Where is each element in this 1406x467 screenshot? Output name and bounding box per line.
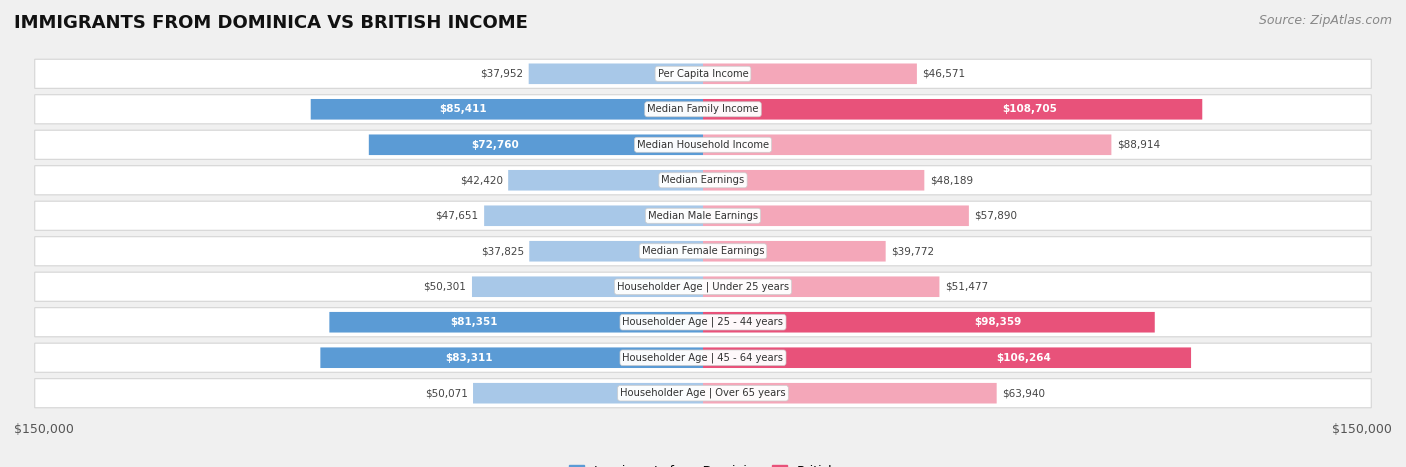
- FancyBboxPatch shape: [703, 134, 1111, 155]
- FancyBboxPatch shape: [703, 241, 886, 262]
- Text: Householder Age | 45 - 64 years: Householder Age | 45 - 64 years: [623, 353, 783, 363]
- FancyBboxPatch shape: [472, 276, 703, 297]
- Text: $50,071: $50,071: [425, 388, 468, 398]
- Text: Per Capita Income: Per Capita Income: [658, 69, 748, 79]
- FancyBboxPatch shape: [703, 205, 969, 226]
- Text: $88,914: $88,914: [1116, 140, 1160, 150]
- Text: $51,477: $51,477: [945, 282, 988, 292]
- Text: IMMIGRANTS FROM DOMINICA VS BRITISH INCOME: IMMIGRANTS FROM DOMINICA VS BRITISH INCO…: [14, 14, 527, 32]
- FancyBboxPatch shape: [35, 166, 1371, 195]
- Text: Median Family Income: Median Family Income: [647, 104, 759, 114]
- Text: $81,351: $81,351: [450, 317, 498, 327]
- Text: Median Earnings: Median Earnings: [661, 175, 745, 185]
- Text: $108,705: $108,705: [1002, 104, 1057, 114]
- FancyBboxPatch shape: [311, 99, 703, 120]
- Text: $83,311: $83,311: [446, 353, 492, 363]
- Text: $98,359: $98,359: [974, 317, 1021, 327]
- FancyBboxPatch shape: [529, 64, 703, 84]
- Text: Source: ZipAtlas.com: Source: ZipAtlas.com: [1258, 14, 1392, 27]
- FancyBboxPatch shape: [321, 347, 703, 368]
- FancyBboxPatch shape: [35, 59, 1371, 88]
- FancyBboxPatch shape: [35, 272, 1371, 301]
- Text: $37,825: $37,825: [481, 246, 524, 256]
- FancyBboxPatch shape: [703, 99, 1202, 120]
- FancyBboxPatch shape: [703, 383, 997, 403]
- Text: $37,952: $37,952: [479, 69, 523, 79]
- FancyBboxPatch shape: [35, 201, 1371, 230]
- Text: $63,940: $63,940: [1002, 388, 1045, 398]
- FancyBboxPatch shape: [329, 312, 703, 333]
- Text: $57,890: $57,890: [974, 211, 1018, 221]
- FancyBboxPatch shape: [703, 276, 939, 297]
- FancyBboxPatch shape: [368, 134, 703, 155]
- FancyBboxPatch shape: [703, 170, 924, 191]
- Text: $106,264: $106,264: [995, 353, 1050, 363]
- Text: $150,000: $150,000: [14, 424, 75, 436]
- FancyBboxPatch shape: [472, 383, 703, 403]
- Text: $47,651: $47,651: [436, 211, 478, 221]
- Text: Median Female Earnings: Median Female Earnings: [641, 246, 765, 256]
- FancyBboxPatch shape: [703, 64, 917, 84]
- FancyBboxPatch shape: [529, 241, 703, 262]
- Text: Median Household Income: Median Household Income: [637, 140, 769, 150]
- Text: Median Male Earnings: Median Male Earnings: [648, 211, 758, 221]
- FancyBboxPatch shape: [484, 205, 703, 226]
- Text: $72,760: $72,760: [471, 140, 519, 150]
- FancyBboxPatch shape: [35, 237, 1371, 266]
- FancyBboxPatch shape: [35, 379, 1371, 408]
- Legend: Immigrants from Dominica, British: Immigrants from Dominica, British: [564, 460, 842, 467]
- Text: $150,000: $150,000: [1331, 424, 1392, 436]
- FancyBboxPatch shape: [508, 170, 703, 191]
- Text: $50,301: $50,301: [423, 282, 467, 292]
- FancyBboxPatch shape: [703, 347, 1191, 368]
- FancyBboxPatch shape: [703, 312, 1154, 333]
- Text: $48,189: $48,189: [929, 175, 973, 185]
- Text: $39,772: $39,772: [891, 246, 935, 256]
- Text: Householder Age | Over 65 years: Householder Age | Over 65 years: [620, 388, 786, 398]
- FancyBboxPatch shape: [35, 95, 1371, 124]
- FancyBboxPatch shape: [35, 308, 1371, 337]
- FancyBboxPatch shape: [35, 130, 1371, 159]
- Text: Householder Age | 25 - 44 years: Householder Age | 25 - 44 years: [623, 317, 783, 327]
- FancyBboxPatch shape: [35, 343, 1371, 372]
- Text: Householder Age | Under 25 years: Householder Age | Under 25 years: [617, 282, 789, 292]
- Text: $42,420: $42,420: [460, 175, 503, 185]
- Text: $46,571: $46,571: [922, 69, 966, 79]
- Text: $85,411: $85,411: [440, 104, 488, 114]
